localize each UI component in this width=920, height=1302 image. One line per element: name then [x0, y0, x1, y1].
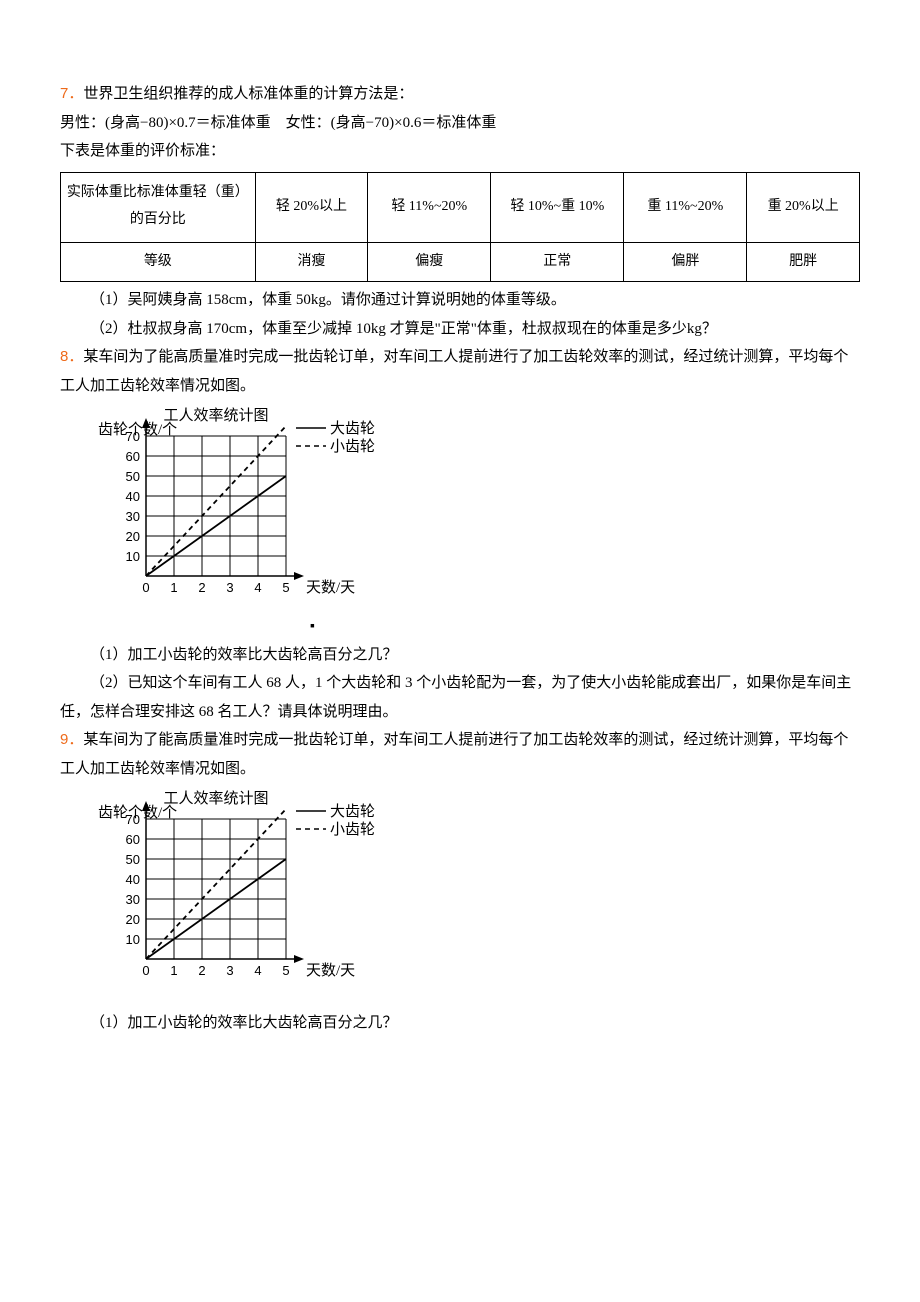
- svg-text:60: 60: [126, 449, 140, 464]
- th-percent: 实际体重比标准体重轻（重）的百分比: [61, 172, 256, 242]
- q7-sub1: （1）吴阿姨身高 158cm，体重 50kg。请你通过计算说明她的体重等级。: [60, 286, 860, 315]
- th-c2: 轻 11%~20%: [368, 172, 491, 242]
- svg-text:5: 5: [282, 580, 289, 595]
- q7-num: 7．: [60, 85, 83, 102]
- q8-num: 8．: [60, 348, 83, 365]
- svg-text:1: 1: [170, 580, 177, 595]
- td-level: 等级: [61, 242, 256, 282]
- svg-text:大齿轮: 大齿轮: [330, 803, 375, 820]
- svg-text:5: 5: [282, 963, 289, 978]
- svg-text:50: 50: [126, 469, 140, 484]
- svg-text:小齿轮: 小齿轮: [330, 821, 375, 838]
- svg-text:工人效率统计图: 工人效率统计图: [163, 790, 268, 807]
- th-c4: 重 11%~20%: [624, 172, 747, 242]
- q9-intro: 9．某车间为了能高质量准时完成一批齿轮订单，对车间工人提前进行了加工齿轮效率的测…: [60, 726, 860, 783]
- th-c3: 轻 10%~重 10%: [491, 172, 624, 242]
- efficiency-chart: 工人效率统计图齿轮个数/个大齿轮小齿轮10203040506070012345天…: [96, 789, 376, 989]
- svg-text:30: 30: [126, 509, 140, 524]
- td-c1: 消瘦: [255, 242, 368, 282]
- evaluation-table: 实际体重比标准体重轻（重）的百分比 轻 20%以上 轻 11%~20% 轻 10…: [60, 172, 860, 283]
- svg-text:0: 0: [142, 580, 149, 595]
- efficiency-chart: 工人效率统计图齿轮个数/个大齿轮小齿轮10203040506070012345天…: [96, 406, 376, 606]
- chart-1: 工人效率统计图齿轮个数/个大齿轮小齿轮10203040506070012345天…: [96, 406, 860, 606]
- td-c3: 正常: [491, 242, 624, 282]
- q8-sub1: （1）加工小齿轮的效率比大齿轮高百分之几？: [60, 641, 860, 670]
- svg-text:20: 20: [126, 912, 140, 927]
- td-c5: 肥胖: [747, 242, 860, 282]
- svg-text:3: 3: [226, 580, 233, 595]
- svg-text:大齿轮: 大齿轮: [330, 420, 375, 437]
- q8-sub2: （2）已知这个车间有工人 68 人，1 个大齿轮和 3 个小齿轮配为一套，为了使…: [60, 669, 860, 726]
- chart-2: 工人效率统计图齿轮个数/个大齿轮小齿轮10203040506070012345天…: [96, 789, 860, 989]
- svg-text:4: 4: [254, 963, 261, 978]
- svg-text:0: 0: [142, 963, 149, 978]
- svg-text:70: 70: [126, 429, 140, 444]
- table-row: 实际体重比标准体重轻（重）的百分比 轻 20%以上 轻 11%~20% 轻 10…: [61, 172, 860, 242]
- svg-text:60: 60: [126, 832, 140, 847]
- q9-num: 9．: [60, 731, 83, 748]
- svg-text:2: 2: [198, 963, 205, 978]
- svg-text:50: 50: [126, 852, 140, 867]
- q8-intro: 8．某车间为了能高质量准时完成一批齿轮订单，对车间工人提前进行了加工齿轮效率的测…: [60, 343, 860, 400]
- td-c2: 偏瘦: [368, 242, 491, 282]
- svg-text:30: 30: [126, 892, 140, 907]
- svg-text:天数/天: 天数/天: [306, 962, 355, 979]
- q7-sub2-a: （2）杜叔叔身高 170cm，体重至少减掉 10kg 才算是"正常"体重，杜叔叔…: [60, 315, 860, 344]
- svg-text:小齿轮: 小齿轮: [330, 438, 375, 455]
- svg-text:20: 20: [126, 529, 140, 544]
- svg-text:10: 10: [126, 932, 140, 947]
- square-marker: ▪: [310, 614, 315, 641]
- q7-line1: 7．世界卫生组织推荐的成人标准体重的计算方法是：: [60, 80, 860, 109]
- th-c5: 重 20%以上: [747, 172, 860, 242]
- table-row: 等级 消瘦 偏瘦 正常 偏胖 肥胖: [61, 242, 860, 282]
- svg-text:4: 4: [254, 580, 261, 595]
- svg-text:3: 3: [226, 963, 233, 978]
- svg-text:天数/天: 天数/天: [306, 579, 355, 596]
- q7-line3: 下表是体重的评价标准：: [60, 137, 860, 166]
- svg-text:工人效率统计图: 工人效率统计图: [163, 407, 268, 424]
- q9-sub1: （1）加工小齿轮的效率比大齿轮高百分之几？: [60, 1009, 860, 1038]
- svg-text:40: 40: [126, 872, 140, 887]
- svg-text:2: 2: [198, 580, 205, 595]
- q7-line2: 男性：(身高−80)×0.7＝标准体重 女性：(身高−70)×0.6＝标准体重: [60, 109, 860, 138]
- th-c1: 轻 20%以上: [255, 172, 368, 242]
- svg-text:1: 1: [170, 963, 177, 978]
- svg-text:10: 10: [126, 549, 140, 564]
- td-c4: 偏胖: [624, 242, 747, 282]
- svg-text:70: 70: [126, 812, 140, 827]
- svg-text:40: 40: [126, 489, 140, 504]
